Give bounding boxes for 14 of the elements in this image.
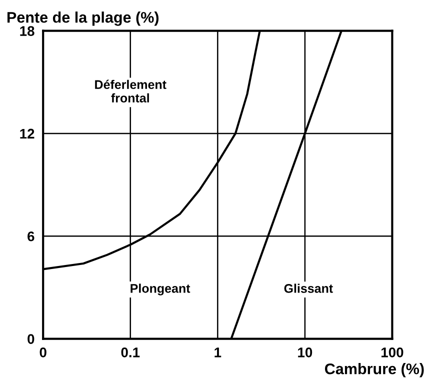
y-tick-label: 18 — [20, 26, 34, 36]
x-axis-title: Cambrure (%) — [324, 363, 424, 378]
y-tick-label: 6 — [28, 231, 34, 242]
y-tick-label: 0 — [28, 334, 34, 344]
y-tick-label: 12 — [20, 128, 34, 138]
x-tick-label: 0.1 — [121, 348, 140, 358]
annotation: Plongeant — [130, 284, 190, 296]
annotation: Déferlement frontal — [95, 80, 166, 102]
x-tick-label: 10 — [298, 348, 312, 358]
y-axis-title: Pente de la plage (%) — [7, 12, 159, 26]
x-tick-label: 100 — [382, 348, 404, 358]
x-tick-label: 0 — [40, 348, 46, 358]
x-tick-label: 1 — [214, 348, 222, 358]
annotation: Glissant — [284, 284, 333, 293]
